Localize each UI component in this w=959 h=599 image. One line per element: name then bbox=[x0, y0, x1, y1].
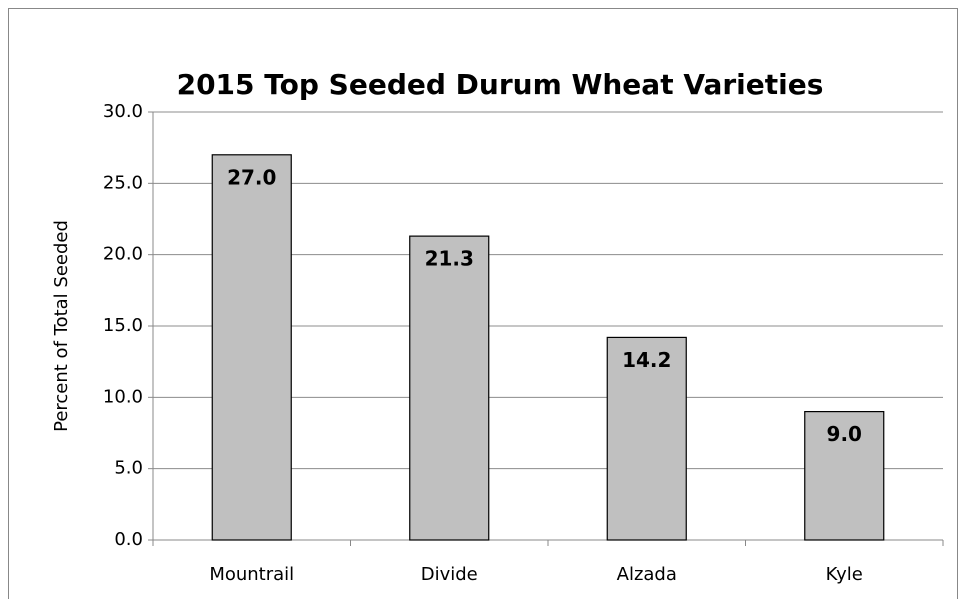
data-label: 9.0 bbox=[827, 422, 862, 446]
data-label: 14.2 bbox=[622, 348, 671, 372]
x-tick-label: Mountrail bbox=[209, 564, 294, 585]
bar bbox=[606, 336, 687, 541]
y-tick-label: 30.0 bbox=[103, 101, 143, 122]
x-tick-label: Alzada bbox=[617, 564, 677, 585]
bar bbox=[211, 154, 292, 541]
bar bbox=[409, 235, 490, 541]
y-tick-label: 0.0 bbox=[114, 529, 143, 550]
y-tick-label: 5.0 bbox=[114, 458, 143, 479]
data-label: 21.3 bbox=[425, 247, 474, 271]
y-tick-label: 10.0 bbox=[103, 386, 143, 407]
y-tick-label: 20.0 bbox=[103, 244, 143, 265]
x-tick-label: Divide bbox=[421, 564, 478, 585]
y-tick-label: 15.0 bbox=[103, 315, 143, 336]
data-label: 27.0 bbox=[227, 165, 276, 189]
x-tick-label: Kyle bbox=[826, 564, 863, 585]
chart-title: 2015 Top Seeded Durum Wheat Varieties bbox=[177, 68, 824, 101]
bar bbox=[804, 411, 885, 541]
y-tick-label: 25.0 bbox=[103, 172, 143, 193]
y-axis-label: Percent of Total Seeded bbox=[51, 220, 72, 432]
